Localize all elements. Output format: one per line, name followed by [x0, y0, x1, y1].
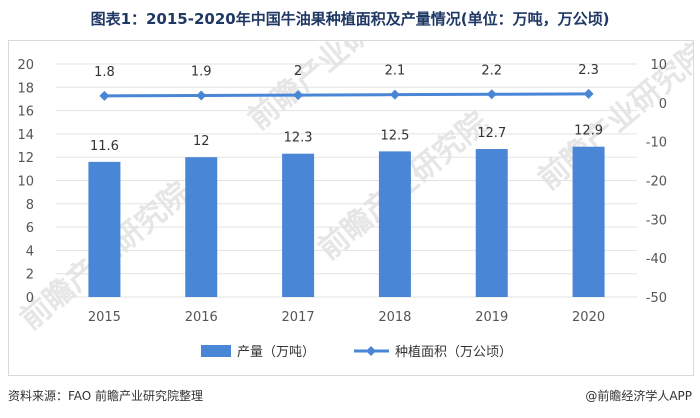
line-data-label: 2.2	[481, 63, 502, 78]
chart-svg: 前瞻产业研究院前瞻产业研究院前瞻产业研究院前瞻产业研究院 02468101214…	[14, 0, 700, 360]
y-right-tick-label: -40	[646, 252, 667, 267]
x-tick-label: 2020	[572, 310, 605, 325]
x-tick-label: 2017	[282, 310, 315, 325]
line-marker	[389, 89, 400, 100]
y-left-tick-label: 14	[17, 128, 34, 143]
y-left-tick-label: 0	[26, 291, 34, 306]
line-marker	[293, 90, 304, 101]
bar-data-label: 12.9	[574, 124, 603, 139]
x-tick-label: 2016	[185, 310, 218, 325]
app-credit: @前瞻经济学人APP	[585, 389, 692, 403]
chart-panel: 前瞻产业研究院前瞻产业研究院前瞻产业研究院前瞻产业研究院 02468101214…	[8, 0, 700, 376]
y-right-tick-label: -10	[646, 136, 667, 151]
y-left-tick-label: 18	[17, 81, 34, 96]
y-left-tick-label: 20	[17, 58, 34, 73]
line-marker	[583, 88, 594, 99]
line-data-label: 1.9	[191, 64, 212, 79]
bar-data-label: 12.3	[284, 131, 313, 146]
bar-data-label: 12.5	[380, 128, 409, 143]
series-line	[104, 92, 589, 98]
bar	[282, 153, 315, 297]
line-data-label: 1.8	[94, 65, 115, 80]
y-right-tick-label: -20	[646, 175, 667, 190]
x-tick-label: 2015	[88, 310, 121, 325]
bar-data-label: 12	[193, 134, 210, 149]
line-data-label: 2	[294, 64, 302, 79]
footer: 资料来源：FAO 前瞻产业研究院整理 @前瞻经济学人APP	[8, 382, 692, 408]
y-left-tick-label: 8	[26, 198, 34, 213]
y-left-tick-label: 12	[17, 151, 34, 166]
x-tick-label: 2018	[378, 310, 411, 325]
y-right-tick-label: 0	[659, 97, 667, 112]
line-marker	[196, 90, 207, 101]
line-marker	[486, 89, 497, 100]
bar	[572, 146, 605, 297]
y-left-tick-label: 2	[26, 268, 34, 283]
bar	[378, 151, 411, 297]
bar	[185, 157, 218, 297]
bar	[88, 161, 121, 297]
legend-label-bar: 产量（万吨）	[237, 345, 315, 360]
legend-swatch-bar	[201, 345, 231, 357]
y-right-tick-label: -30	[646, 213, 667, 228]
bar-data-label: 11.6	[90, 139, 119, 154]
line-data-label: 2.1	[385, 64, 406, 79]
y-right-tick-label: 10	[650, 58, 667, 73]
bar-data-label: 12.7	[477, 126, 506, 141]
line-data-label: 2.3	[578, 63, 599, 78]
chart-title: 图表1：2015-2020年中国牛油果种植面积及产量情况(单位：万吨，万公顷)	[90, 10, 610, 28]
y-left-tick-label: 6	[26, 221, 34, 236]
legend-marker-line	[366, 346, 376, 356]
source-note: 资料来源：FAO 前瞻产业研究院整理	[8, 389, 204, 403]
y-left-tick-label: 16	[17, 105, 34, 120]
y-right-tick-label: -50	[646, 291, 667, 306]
legend-label-line: 种植面积（万公顷）	[395, 345, 512, 360]
line-marker	[99, 90, 110, 101]
y-left-tick-label: 4	[26, 244, 34, 259]
y-left-tick-label: 10	[17, 175, 34, 190]
watermark: 前瞻产业研究院	[242, 41, 425, 137]
x-tick-label: 2019	[475, 310, 508, 325]
bar	[475, 149, 508, 297]
